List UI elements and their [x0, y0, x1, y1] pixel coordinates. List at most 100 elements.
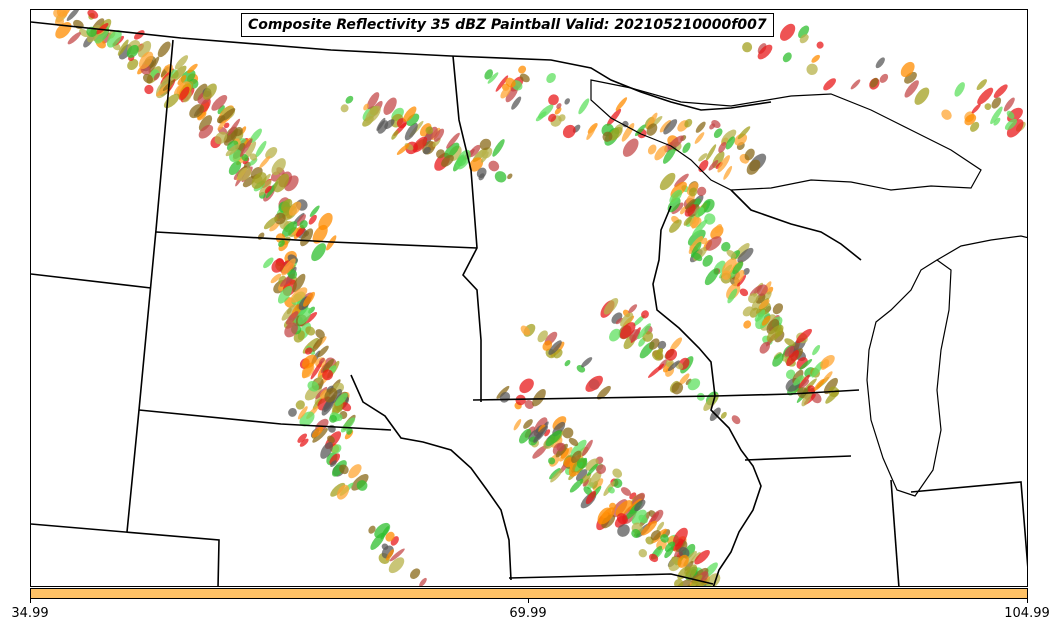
reflectivity-blob — [664, 547, 674, 559]
reflectivity-blob — [793, 375, 804, 386]
reflectivity-blob — [631, 509, 647, 525]
reflectivity-blob — [900, 61, 915, 78]
reflectivity-blob — [823, 78, 836, 91]
reflectivity-blob — [674, 579, 692, 586]
reflectivity-blob — [682, 142, 691, 154]
reflectivity-blob — [674, 173, 689, 187]
reflectivity-blob — [578, 98, 590, 115]
reflectivity-blob — [523, 419, 533, 429]
reflectivity-blob — [696, 186, 707, 197]
missouri-river — [350, 374, 512, 581]
reflectivity-blob — [616, 513, 628, 525]
reflectivity-blob — [311, 243, 326, 262]
reflectivity-blob — [297, 406, 308, 420]
reflectivity-blob — [425, 126, 434, 135]
reflectivity-blob — [311, 426, 324, 438]
reflectivity-blob — [425, 126, 438, 141]
reflectivity-blob — [602, 131, 613, 142]
reflectivity-blob — [532, 445, 547, 459]
reflectivity-blob — [488, 160, 500, 172]
reflectivity-blob — [1006, 110, 1015, 120]
reflectivity-blob — [270, 273, 282, 284]
reflectivity-blob — [606, 108, 622, 126]
map-title: Composite Reflectivity 35 dBZ Paintball … — [248, 17, 767, 33]
reflectivity-blob — [548, 340, 562, 355]
reflectivity-blob — [755, 293, 766, 304]
reflectivity-blob — [297, 307, 312, 325]
reflectivity-blob — [177, 75, 187, 85]
reflectivity-blob — [799, 359, 813, 370]
reflectivity-blob — [786, 350, 800, 367]
colorbar — [30, 588, 1028, 599]
reflectivity-blob — [692, 252, 703, 262]
reflectivity-blob — [993, 117, 1001, 126]
reflectivity-blob — [1003, 97, 1015, 112]
reflectivity-blob — [476, 167, 487, 178]
reflectivity-blob — [721, 270, 731, 280]
reflectivity-blob — [388, 557, 405, 574]
reflectivity-blob — [680, 206, 687, 215]
reflectivity-blob — [669, 219, 682, 233]
reflectivity-blob — [410, 568, 421, 579]
reflectivity-blob — [711, 120, 721, 128]
reflectivity-blob — [708, 160, 719, 171]
reflectivity-blob — [198, 115, 213, 132]
reflectivity-blob — [664, 541, 676, 552]
reflectivity-blob — [339, 464, 349, 475]
reflectivity-blob — [692, 219, 708, 236]
reflectivity-blob — [571, 450, 582, 463]
sd-ne-border — [138, 409, 392, 431]
reflectivity-blob — [441, 154, 454, 167]
reflectivity-blob — [687, 378, 701, 391]
reflectivity-blob — [971, 103, 981, 114]
reflectivity-blob — [548, 457, 556, 465]
reflectivity-blob — [684, 198, 696, 210]
reflectivity-blob — [239, 138, 253, 157]
reflectivity-blob — [134, 30, 145, 40]
reflectivity-map — [31, 10, 1027, 586]
reflectivity-blob — [308, 214, 317, 225]
reflectivity-blob — [341, 402, 352, 412]
reflectivity-blob — [126, 44, 139, 58]
reflectivity-blob — [784, 338, 796, 347]
reflectivity-blob — [330, 482, 346, 497]
reflectivity-blob — [726, 249, 737, 259]
reflectivity-blob — [322, 369, 334, 381]
reflectivity-blob — [193, 83, 208, 101]
reflectivity-blob — [297, 433, 307, 443]
reflectivity-blob — [732, 261, 744, 275]
reflectivity-blob — [615, 317, 623, 325]
reflectivity-blob — [743, 267, 750, 276]
reflectivity-blob — [317, 345, 329, 358]
lower-michigan-shore — [936, 235, 1027, 261]
reflectivity-blob — [385, 549, 395, 561]
reflectivity-blob — [581, 439, 593, 457]
reflectivity-blob — [505, 77, 516, 88]
reflectivity-blob — [144, 84, 154, 95]
reflectivity-blob — [515, 394, 526, 406]
reflectivity-blob — [581, 357, 593, 368]
reflectivity-blob — [582, 479, 589, 487]
reflectivity-blob — [335, 413, 343, 422]
reflectivity-blob — [646, 123, 658, 136]
reflectivity-blob — [784, 345, 795, 357]
reflectivity-blob — [599, 507, 615, 525]
reflectivity-blob — [671, 202, 684, 215]
reflectivity-blob — [976, 79, 987, 91]
reflectivity-blob — [310, 360, 323, 380]
reflectivity-blob — [257, 232, 265, 240]
reflectivity-blob — [312, 428, 328, 443]
reflectivity-blob — [320, 441, 333, 459]
reflectivity-blob — [954, 82, 965, 97]
reflectivity-blob — [334, 392, 348, 406]
nd-sd-border — [155, 231, 478, 249]
reflectivity-blob — [263, 216, 278, 230]
reflectivity-blob — [318, 212, 333, 231]
reflectivity-blob — [619, 322, 636, 339]
reflectivity-blob — [672, 527, 688, 547]
reflectivity-blob — [607, 486, 615, 494]
reflectivity-blob — [620, 487, 632, 496]
mn-ia-border — [472, 395, 716, 401]
reflectivity-blob — [53, 10, 63, 19]
reflectivity-blob — [479, 138, 492, 151]
